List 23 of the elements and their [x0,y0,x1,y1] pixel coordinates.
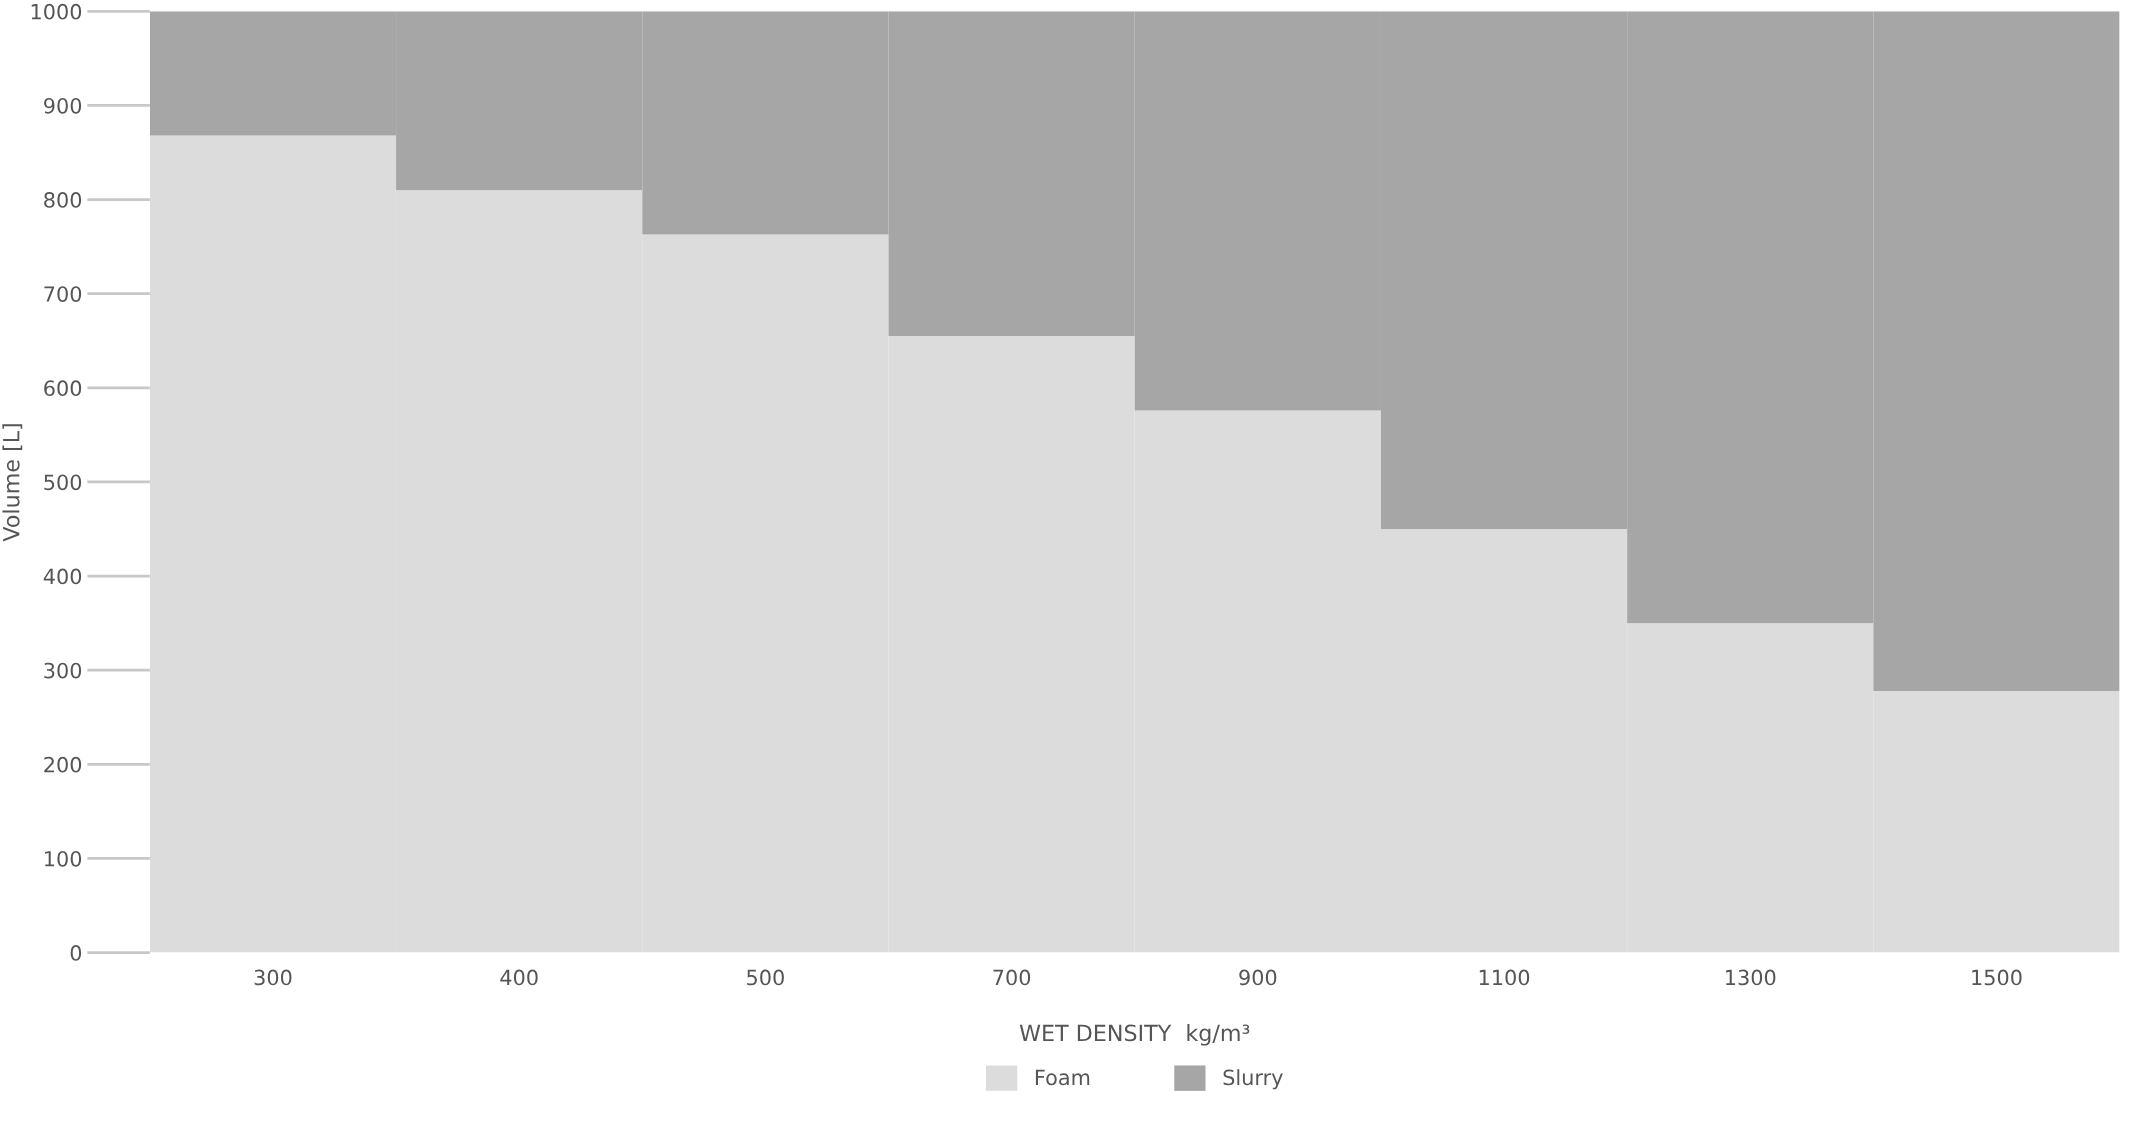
y-tick-label: 200 [44,756,82,773]
y-tick-label: 400 [43,568,82,585]
x-tick-label: 700 [993,969,1031,986]
y-tick-label: 600 [44,380,82,397]
x-axis-title: WET DENSITY kg/m³ [1019,1024,1250,1046]
x-tick-label: 400 [500,969,538,986]
legend-label: Foam [1035,1069,1090,1086]
x-tick-label: 500 [747,969,784,986]
x-tick-label: 900 [1239,969,1277,986]
y-tick-label: 900 [44,97,82,114]
y-tick-label: 1000 [31,3,82,20]
x-tick-label: 1300 [1726,969,1776,986]
x-tick-label: 1500 [1972,969,2022,986]
y-tick-label: 800 [44,192,82,208]
legend-label: Slurry [1223,1069,1283,1090]
y-axis-title: Volume [L] [2,424,23,542]
x-tick-label: 300 [254,969,292,986]
y-tick-label: 500 [44,474,82,491]
y-tick-label: 100 [45,850,82,867]
x-tick-label: 1100 [1479,969,1530,986]
y-tick-label: 700 [44,286,82,302]
y-tick-label: 300 [44,662,82,679]
y-tick-label: 0 [70,945,82,961]
